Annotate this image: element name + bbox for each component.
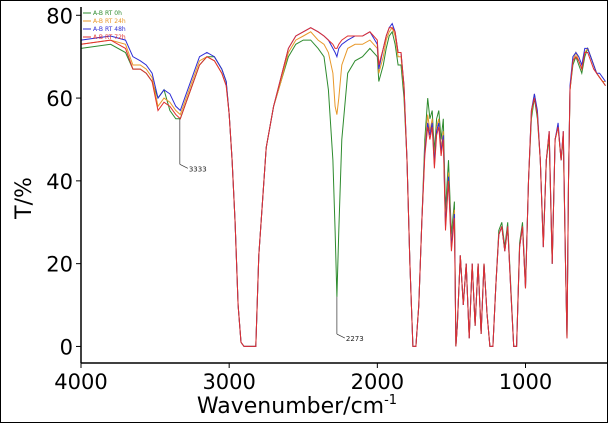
series-line-4: [80, 27, 606, 347]
x-tick-label: 4000: [54, 370, 107, 394]
axes: [80, 7, 607, 364]
x-axis-title-text: Wavenumber/cm: [197, 394, 384, 419]
x-ticks: 4000 3000 2000 1000: [54, 363, 552, 394]
legend-label: A-B RT 0h: [93, 10, 122, 17]
annotation-label: 2273: [346, 335, 364, 343]
x-tick-label: 1000: [499, 370, 552, 394]
series-line-1: [80, 30, 606, 347]
annotation-leader-tail: [336, 333, 346, 339]
legend-label: A-B RT 72h: [93, 34, 126, 41]
x-tick-label: 3000: [202, 370, 255, 394]
y-tick-label: 40: [46, 170, 73, 194]
y-tick-label: 20: [46, 253, 73, 277]
y-tick-label: 60: [46, 87, 73, 111]
legend-label: A-B RT 24h: [93, 18, 126, 25]
plot-lines: [80, 22, 606, 347]
x-tick-label: 2000: [351, 370, 404, 394]
annotations: 3333 2273: [179, 118, 364, 343]
y-axis-title: T/%: [12, 177, 37, 220]
series-line-3: [80, 22, 606, 347]
annotation-label: 3333: [189, 165, 207, 173]
series-line-2: [80, 26, 606, 347]
legend-label: A-B RT 48h: [93, 26, 126, 33]
x-axis-title-superscript: -1: [384, 393, 397, 408]
annotation-leader-tail: [179, 163, 188, 169]
y-tick-label: 0: [60, 335, 73, 359]
y-tick-label: 80: [46, 4, 73, 28]
y-ticks: 0 20 40 60 80: [46, 4, 81, 359]
x-axis-title: Wavenumber/cm-1: [197, 393, 397, 419]
